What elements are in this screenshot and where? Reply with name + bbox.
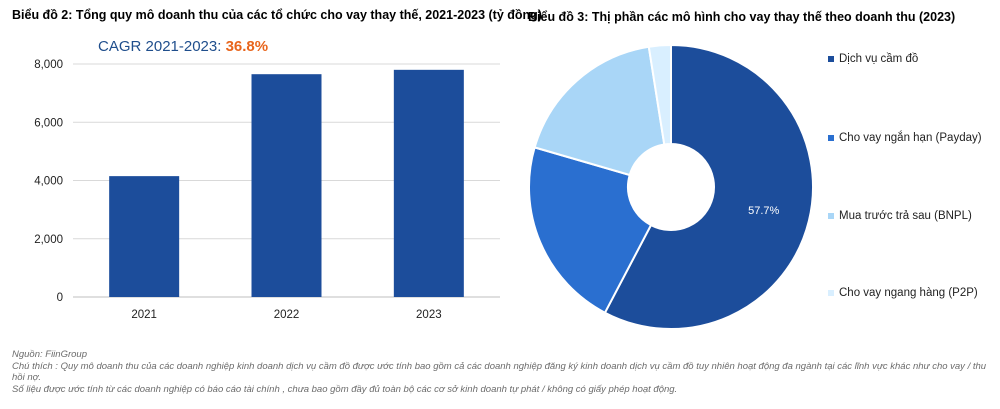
bar-2021 — [109, 176, 180, 297]
legend-label: Dịch vụ cầm đồ — [839, 53, 919, 65]
bar-2023 — [393, 69, 464, 297]
cagr-value: 36.8% — [225, 38, 269, 55]
footnote-2: Số liệu được ước tính từ các doanh nghiệ… — [12, 383, 678, 395]
legend-swatch — [828, 135, 834, 141]
cagr-annotation: CAGR 2021-2023: 36.8% — [98, 38, 268, 55]
slice-1 — [603, 43, 814, 330]
bar-chart: 0 2,000 4,000 6,000 8,000 2021 2022 2023 — [34, 59, 500, 321]
chart3-title: Biểu đồ 3: Thị phần các mô hình cho vay … — [528, 10, 956, 24]
footnote-1: Chú thích : Quy mô doanh thu của các doa… — [12, 360, 987, 384]
legend-item: Mua trước trả sau (BNPL) — [828, 210, 972, 222]
legend-swatch — [828, 56, 834, 62]
footnotes: Nguồn: FiinGroup Chú thích : Quy mô doan… — [12, 349, 987, 395]
legend-swatch — [828, 290, 834, 296]
legend-swatch — [828, 213, 834, 219]
x-tick-label: 2022 — [274, 309, 300, 321]
x-tick-label: 2023 — [416, 309, 442, 321]
y-tick-label: 0 — [57, 292, 63, 304]
cagr-label: CAGR 2021-2023: — [98, 38, 226, 55]
legend-item: Dịch vụ cầm đồ — [828, 53, 918, 65]
legend-item: Cho vay ngắn hạn (Payday) — [828, 132, 982, 144]
source-note: Nguồn: FiinGroup — [12, 349, 87, 360]
y-tick-label: 2,000 — [34, 234, 63, 246]
y-tick-label: 8,000 — [34, 59, 63, 71]
legend-item: Cho vay ngang hàng (P2P) — [828, 287, 978, 299]
y-tick-label: 6,000 — [34, 117, 63, 129]
y-tick-label: 4,000 — [34, 176, 63, 188]
legend-label: Mua trước trả sau (BNPL) — [839, 210, 972, 222]
chart2-title: Biểu đồ 2: Tổng quy mô doanh thu của các… — [12, 8, 542, 22]
bar-2022 — [251, 74, 322, 297]
legend-label: Cho vay ngắn hạn (Payday) — [839, 132, 982, 144]
slice-4 — [647, 43, 672, 146]
x-tick-label: 2021 — [131, 309, 157, 321]
legend-label: Cho vay ngang hàng (P2P) — [839, 287, 978, 299]
slice-data-label: 57.7% — [748, 205, 779, 217]
slice-3 — [533, 45, 666, 177]
donut-chart: 57.7% — [528, 43, 814, 330]
slice-2 — [528, 146, 653, 315]
